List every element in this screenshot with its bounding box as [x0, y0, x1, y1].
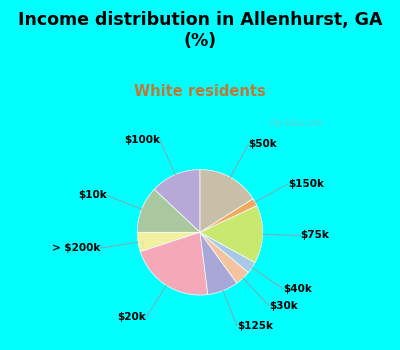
Text: $100k: $100k — [124, 135, 160, 145]
Wedge shape — [200, 199, 257, 232]
Text: > $200k: > $200k — [52, 243, 101, 253]
Wedge shape — [200, 232, 248, 283]
Text: $10k: $10k — [78, 190, 107, 200]
Text: Income distribution in Allenhurst, GA
(%): Income distribution in Allenhurst, GA (%… — [18, 10, 382, 50]
Text: $150k: $150k — [288, 179, 324, 189]
Wedge shape — [137, 189, 200, 232]
Wedge shape — [200, 232, 237, 295]
Wedge shape — [200, 169, 253, 232]
Wedge shape — [200, 205, 263, 262]
Wedge shape — [200, 232, 255, 272]
Text: $125k: $125k — [237, 321, 273, 331]
Text: City-Data.com: City-Data.com — [268, 119, 323, 128]
Wedge shape — [140, 232, 208, 295]
Text: $30k: $30k — [269, 301, 298, 310]
Text: $75k: $75k — [300, 230, 329, 240]
Wedge shape — [154, 169, 200, 232]
Text: $50k: $50k — [248, 139, 277, 149]
Wedge shape — [137, 232, 200, 252]
Text: $40k: $40k — [283, 284, 312, 294]
Text: White residents: White residents — [134, 84, 266, 99]
Text: $20k: $20k — [118, 312, 146, 322]
